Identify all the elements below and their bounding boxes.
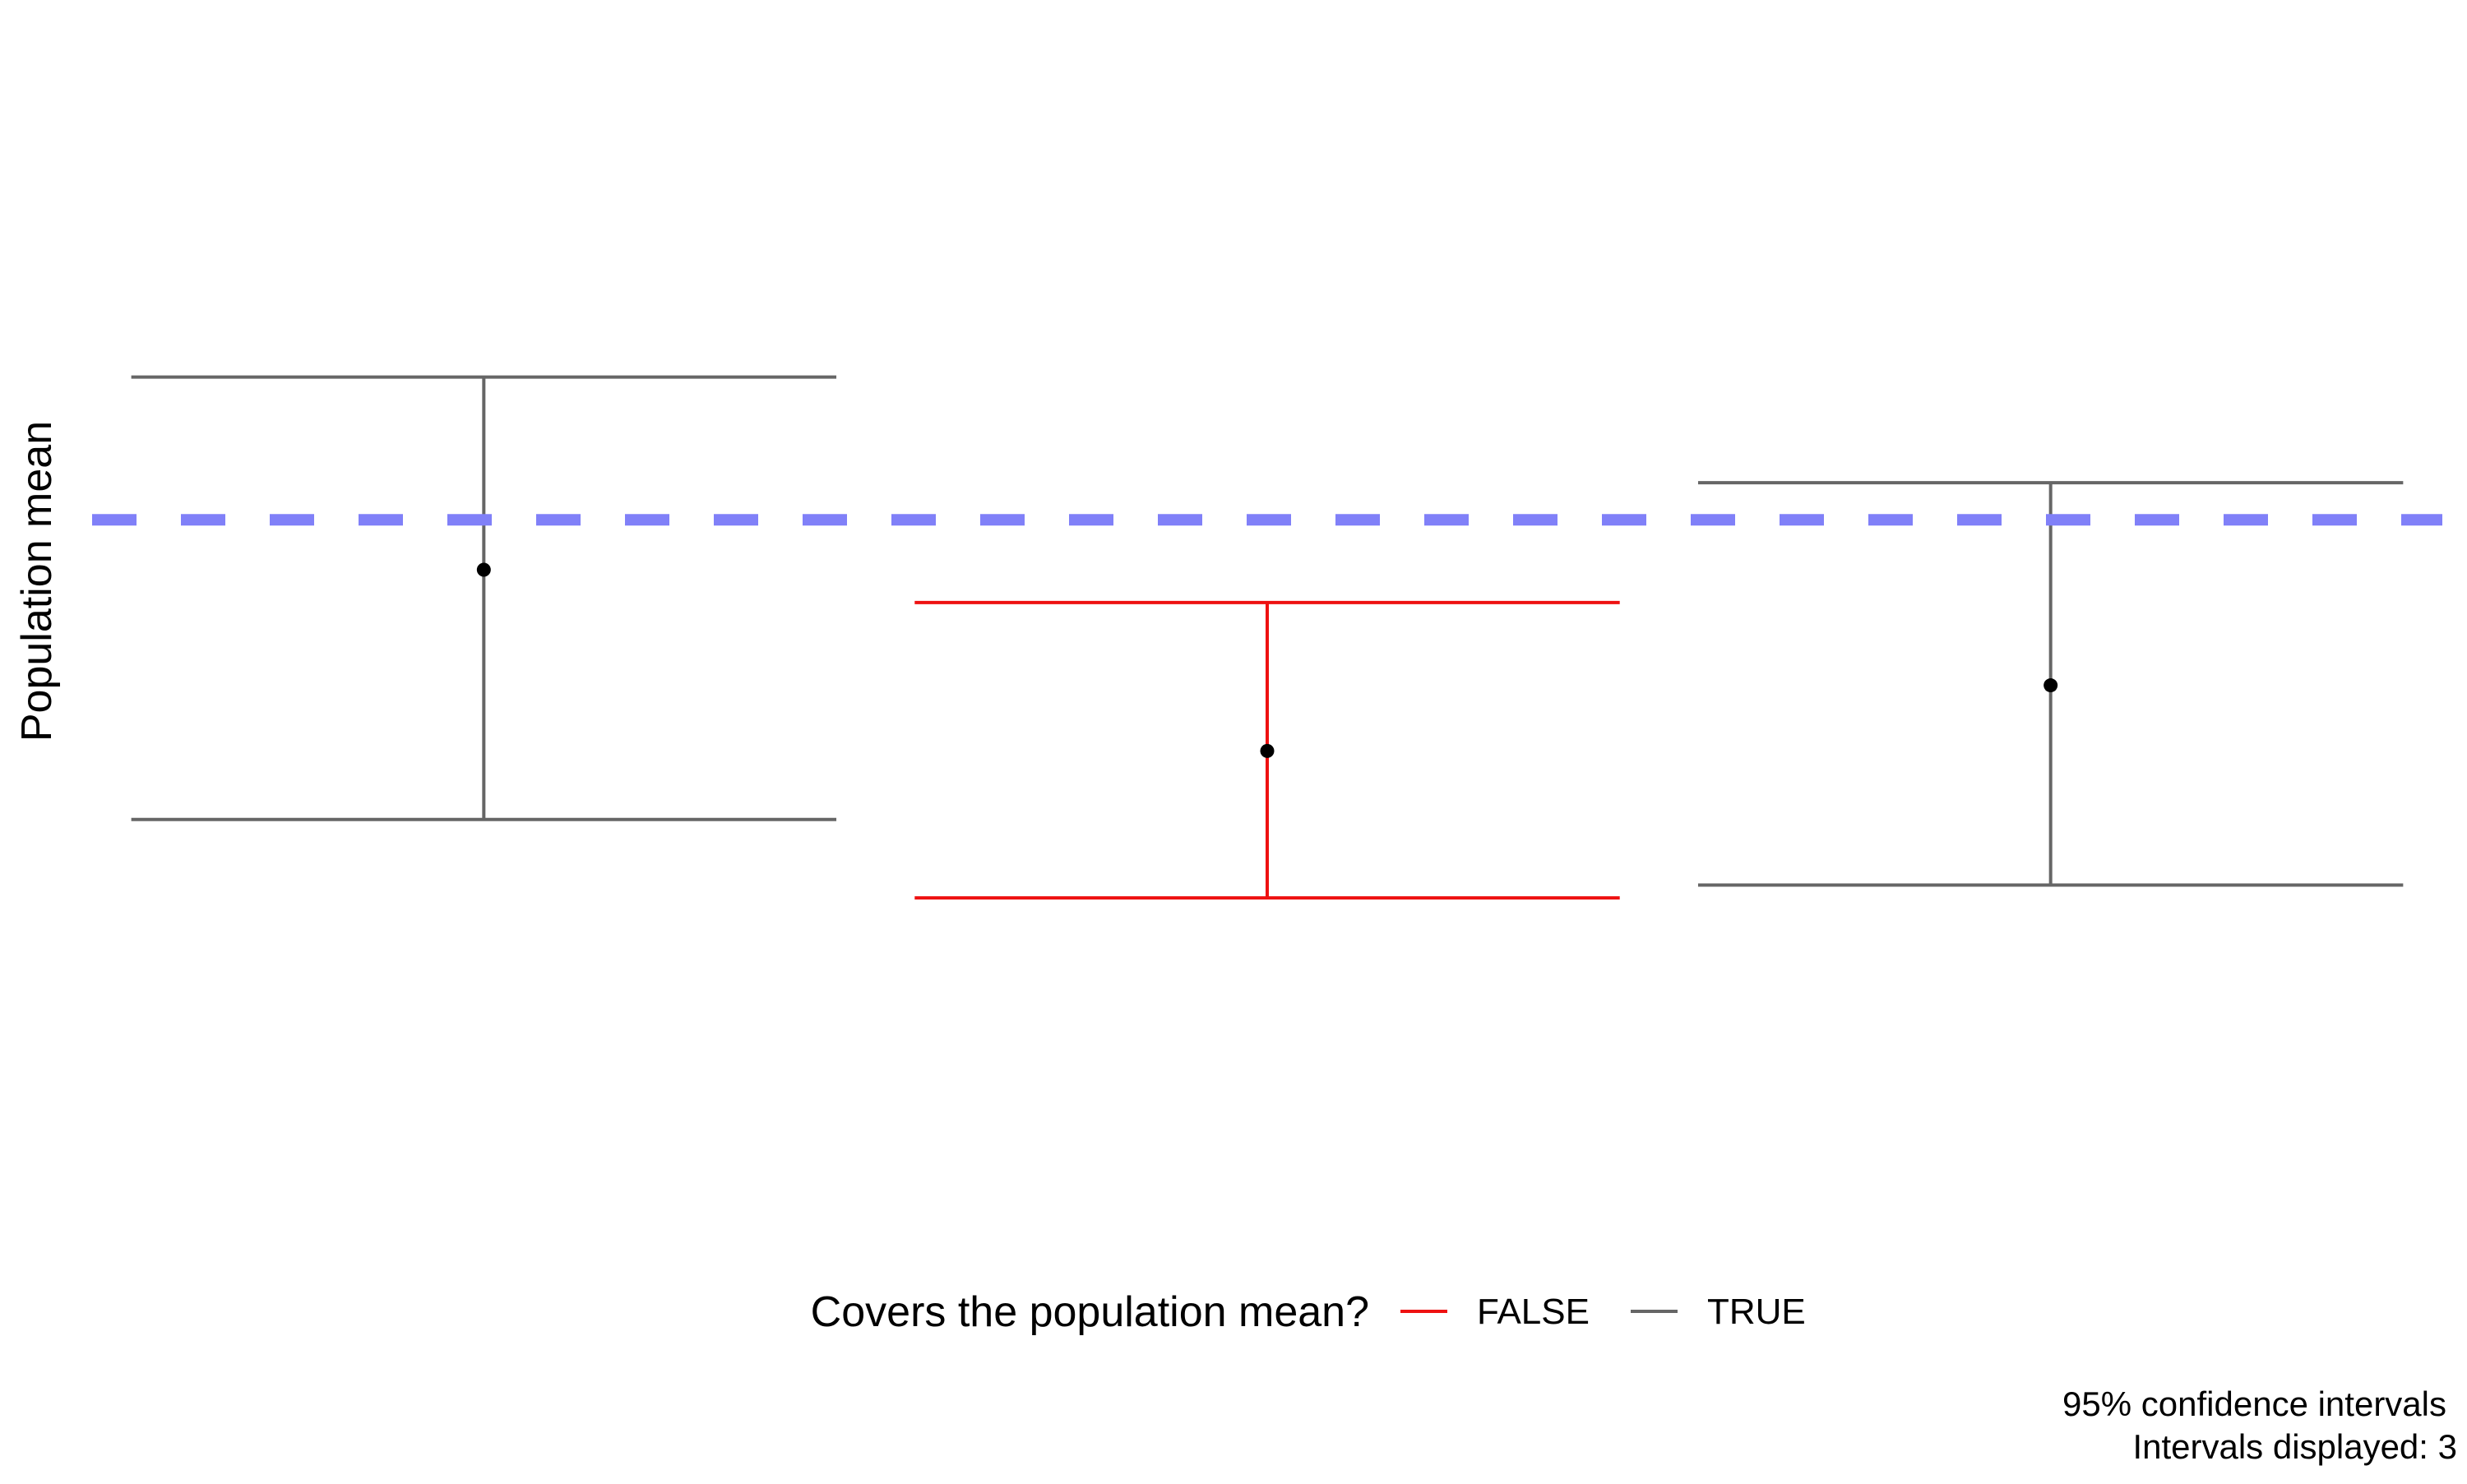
legend-label-false: FALSE [1477, 1292, 1590, 1332]
legend: Covers the population mean? FALSE TRUE [811, 1288, 1806, 1336]
intervals-layer [131, 375, 2404, 900]
points-layer [476, 562, 2058, 758]
y-axis-label: Population mean [13, 421, 61, 742]
interval-1-point-estimate [476, 562, 491, 577]
interval-3-point-estimate [2043, 678, 2058, 693]
caption: 95% confidence intervals Intervals displ… [2062, 1385, 2457, 1466]
confidence-interval-1 [131, 375, 837, 821]
legend-title: Covers the population mean? [811, 1288, 1369, 1336]
interval-2-point-estimate [1260, 743, 1275, 758]
legend-label-true: TRUE [1707, 1292, 1806, 1332]
caption-line-confidence: 95% confidence intervals [2062, 1385, 2446, 1423]
caption-line-intervals-displayed: Intervals displayed: 3 [2132, 1427, 2457, 1466]
